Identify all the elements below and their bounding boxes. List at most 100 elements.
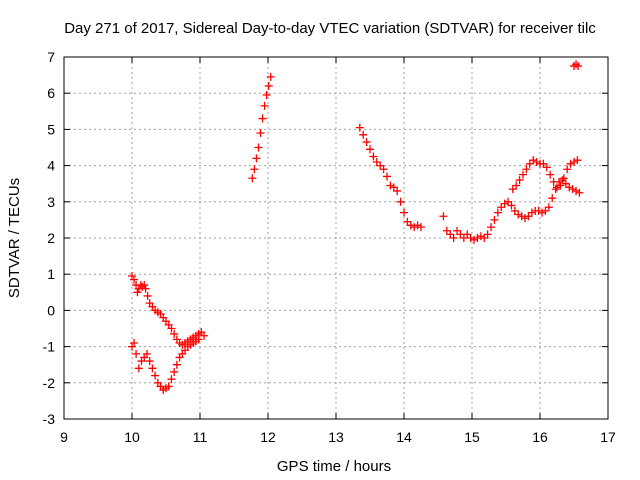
data-point [551,185,560,194]
data-point [575,188,584,197]
data-point [260,101,269,110]
data-point [483,230,492,239]
data-point [254,143,263,152]
data-point [574,62,583,71]
data-point [512,181,521,190]
data-point [170,329,179,338]
data-point [534,206,543,215]
data-point [442,226,451,235]
data-point [453,226,462,235]
data-point [553,183,561,192]
data-point [524,212,533,221]
data-point [476,232,485,241]
x-tick-label: 12 [260,429,276,445]
y-tick-label: 7 [47,49,55,65]
y-axis-label: SDTVAR / TECUs [6,178,23,298]
data-point [396,197,405,206]
data-point [264,81,273,90]
data-point [194,335,203,344]
data-point [132,349,141,358]
data-point [565,183,574,192]
data-point [167,375,176,384]
data-point [456,230,465,239]
data-point [200,331,209,340]
series-segment-4b [508,156,582,194]
data-point [487,223,496,232]
data-point [130,275,139,284]
data-point [250,165,259,174]
data-point [566,159,575,168]
data-point [262,91,271,100]
data-point [172,360,181,369]
data-point [417,223,425,232]
data-point [383,172,391,181]
data-point [463,230,472,239]
y-tick-label: -1 [43,339,56,355]
data-point [514,210,523,219]
data-point [258,114,267,123]
series-segment-4a [439,176,584,244]
data-point [403,217,412,226]
series-segment-5 [570,60,583,71]
x-tick-label: 15 [464,429,480,445]
data-point [470,235,479,244]
data-point [379,165,388,174]
data-point [366,145,374,154]
data-point [497,203,506,212]
data-point [561,179,570,188]
x-tick-label: 10 [124,429,140,445]
y-tick-label: 0 [47,302,55,318]
x-tick-label: 17 [600,429,616,445]
data-point [532,157,541,166]
data-point [558,176,567,185]
data-point [134,364,143,373]
data-point [266,72,275,81]
data-point [369,152,378,161]
data-point [252,154,261,163]
data-point [510,206,519,215]
data-point [446,230,455,239]
data-point [145,357,154,366]
data-point [439,212,448,221]
x-tick-label: 11 [193,429,208,445]
data-point [568,185,577,194]
data-point [549,177,558,186]
data-point [521,214,530,223]
data-point [517,212,526,221]
data-point [167,324,176,333]
data-point [527,208,536,217]
y-tick-label: -2 [43,375,56,391]
series-segment-1b [128,335,203,395]
data-point [490,215,499,224]
data-point [493,208,502,217]
data-point [389,183,398,192]
data-point [525,159,534,168]
data-point [542,163,551,172]
data-point [504,197,513,206]
data-point [142,349,151,358]
data-point [355,123,364,132]
data-point [459,234,468,242]
data-point [151,371,160,380]
data-point [522,165,531,174]
data-point [559,174,568,183]
data-point [410,223,419,232]
data-point [359,130,368,139]
y-tick-label: 1 [47,266,55,282]
data-point [556,181,565,190]
data-point [386,181,395,190]
data-point [376,161,385,170]
y-tick-label: 6 [47,85,55,101]
y-tick-label: -3 [43,411,56,427]
plot-border [63,56,609,420]
data-point [519,170,527,179]
data-point [164,382,173,391]
data-point [393,186,402,195]
data-point [500,199,509,208]
data-point [548,194,557,203]
data-point [563,165,572,174]
data-point [130,338,139,347]
